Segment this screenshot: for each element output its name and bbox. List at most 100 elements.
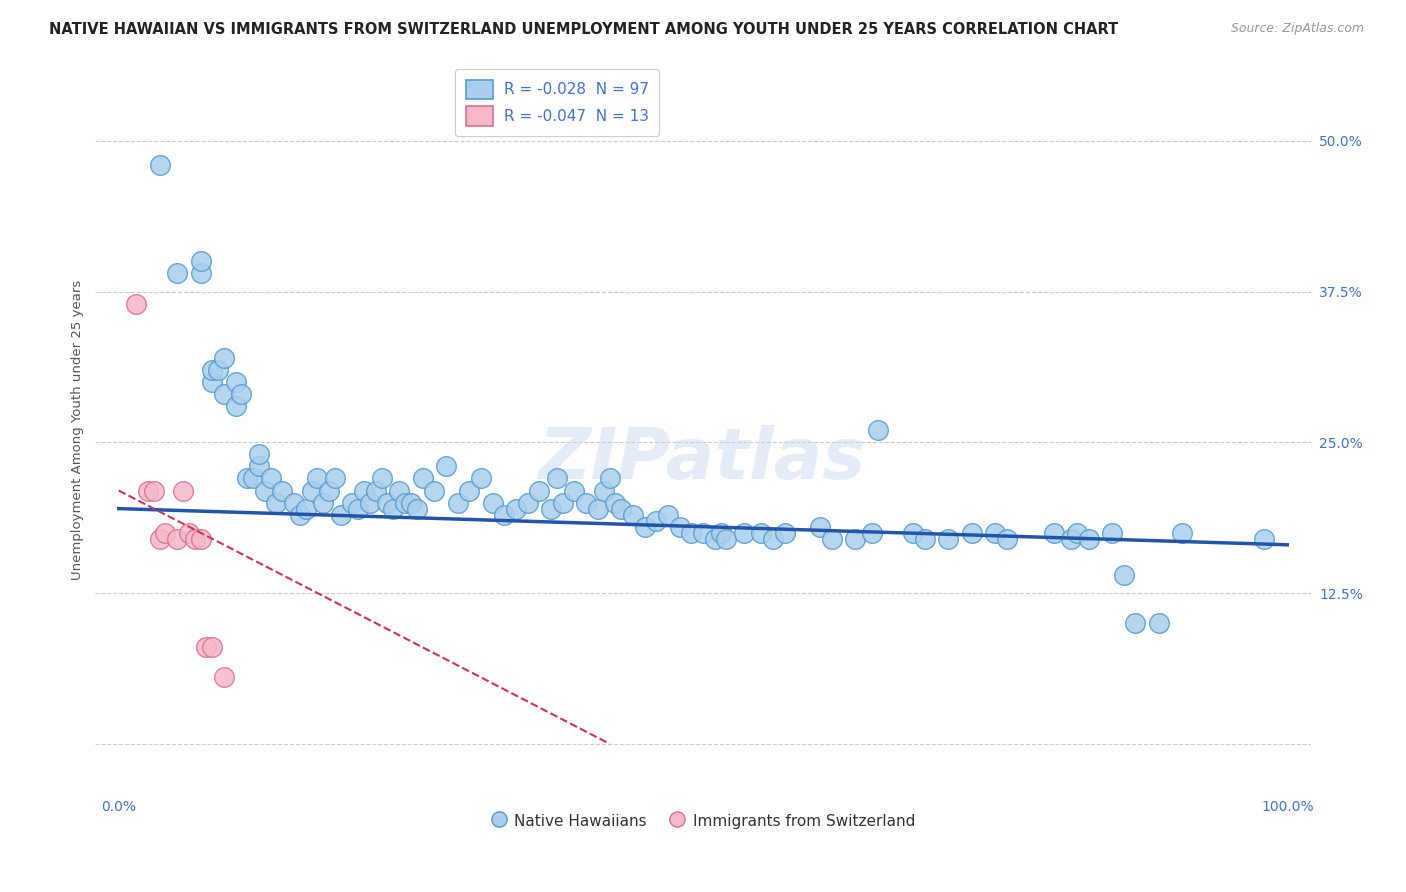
Point: [1077, 532, 1099, 546]
Point: [377, 495, 399, 509]
Point: [142, 483, 165, 498]
Point: [546, 471, 568, 485]
Point: [657, 508, 679, 522]
Point: [645, 514, 668, 528]
Point: [342, 495, 364, 509]
Point: [494, 508, 516, 522]
Point: [166, 267, 188, 281]
Point: [605, 495, 627, 509]
Point: [347, 501, 370, 516]
Point: [868, 423, 890, 437]
Point: [364, 483, 387, 498]
Point: [716, 532, 738, 546]
Text: ZIPatlas: ZIPatlas: [540, 425, 866, 493]
Text: Source: ZipAtlas.com: Source: ZipAtlas.com: [1230, 22, 1364, 36]
Point: [1066, 525, 1088, 540]
Legend: Native Hawaiians, Immigrants from Switzerland: Native Hawaiians, Immigrants from Switze…: [485, 806, 921, 835]
Point: [125, 296, 148, 310]
Point: [294, 501, 316, 516]
Point: [1253, 532, 1275, 546]
Point: [470, 471, 492, 485]
Point: [412, 471, 434, 485]
Point: [551, 495, 574, 509]
Point: [201, 363, 224, 377]
Point: [1042, 525, 1064, 540]
Point: [212, 670, 235, 684]
Point: [458, 483, 481, 498]
Point: [599, 471, 621, 485]
Point: [633, 519, 655, 533]
Point: [353, 483, 375, 498]
Point: [155, 525, 177, 540]
Point: [242, 471, 264, 485]
Point: [995, 532, 1018, 546]
Point: [149, 532, 172, 546]
Point: [481, 495, 503, 509]
Point: [201, 375, 224, 389]
Text: NATIVE HAWAIIAN VS IMMIGRANTS FROM SWITZERLAND UNEMPLOYMENT AMONG YOUTH UNDER 25: NATIVE HAWAIIAN VS IMMIGRANTS FROM SWITZ…: [49, 22, 1118, 37]
Point: [329, 508, 352, 522]
Point: [505, 501, 527, 516]
Point: [201, 640, 224, 655]
Point: [751, 525, 773, 540]
Point: [586, 501, 609, 516]
Point: [149, 158, 172, 172]
Point: [1060, 532, 1083, 546]
Point: [516, 495, 538, 509]
Point: [183, 532, 205, 546]
Point: [938, 532, 960, 546]
Point: [844, 532, 866, 546]
Point: [259, 471, 281, 485]
Point: [190, 267, 212, 281]
Point: [984, 525, 1007, 540]
Point: [370, 471, 392, 485]
Point: [762, 532, 785, 546]
Point: [166, 532, 188, 546]
Point: [323, 471, 346, 485]
Point: [1112, 568, 1135, 582]
Point: [288, 508, 311, 522]
Point: [136, 483, 159, 498]
Point: [575, 495, 598, 509]
Point: [540, 501, 562, 516]
Point: [190, 532, 212, 546]
Point: [668, 519, 690, 533]
Point: [207, 363, 229, 377]
Point: [177, 525, 200, 540]
Point: [195, 640, 218, 655]
Point: [399, 495, 422, 509]
Point: [405, 501, 427, 516]
Point: [382, 501, 405, 516]
Point: [231, 387, 253, 401]
Point: [529, 483, 551, 498]
Point: [172, 483, 194, 498]
Point: [1147, 616, 1170, 631]
Point: [236, 471, 259, 485]
Point: [709, 525, 731, 540]
Point: [703, 532, 725, 546]
Point: [190, 254, 212, 268]
Point: [225, 375, 247, 389]
Point: [1171, 525, 1194, 540]
Point: [271, 483, 294, 498]
Point: [592, 483, 614, 498]
Point: [862, 525, 884, 540]
Point: [960, 525, 983, 540]
Point: [692, 525, 714, 540]
Point: [253, 483, 276, 498]
Point: [903, 525, 925, 540]
Point: [301, 483, 323, 498]
Point: [423, 483, 446, 498]
Point: [318, 483, 340, 498]
Point: [266, 495, 288, 509]
Point: [1101, 525, 1123, 540]
Point: [283, 495, 305, 509]
Point: [307, 471, 329, 485]
Y-axis label: Unemployment Among Youth under 25 years: Unemployment Among Youth under 25 years: [72, 280, 84, 581]
Point: [312, 495, 335, 509]
Point: [247, 447, 270, 461]
Point: [247, 459, 270, 474]
Point: [394, 495, 416, 509]
Point: [446, 495, 468, 509]
Point: [733, 525, 755, 540]
